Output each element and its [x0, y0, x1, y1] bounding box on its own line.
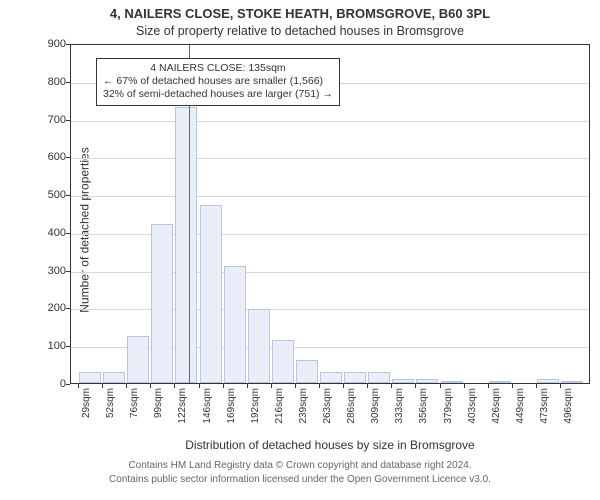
x-axis-label: Distribution of detached houses by size … — [70, 438, 590, 452]
y-tick-label: 600 — [26, 151, 66, 163]
histogram-bar — [127, 336, 149, 383]
gridline — [71, 121, 589, 122]
x-tick-label: 496sqm — [563, 388, 574, 434]
histogram-bar — [441, 381, 463, 383]
histogram-bar — [320, 372, 342, 383]
x-tick-label: 286sqm — [346, 388, 357, 434]
x-tick-mark — [126, 384, 127, 388]
footer-copyright-2: Contains public sector information licen… — [0, 474, 600, 485]
histogram-bar — [175, 107, 197, 383]
y-tick-label: 900 — [26, 38, 66, 50]
x-tick-label: 99sqm — [153, 388, 164, 434]
x-tick-label: 216sqm — [274, 388, 285, 434]
histogram-bar — [392, 379, 414, 383]
histogram-bar — [224, 266, 246, 383]
x-tick-mark — [102, 384, 103, 388]
x-tick-label: 239sqm — [298, 388, 309, 434]
chart-title: 4, NAILERS CLOSE, STOKE HEATH, BROMSGROV… — [0, 6, 600, 21]
x-tick-label: 263sqm — [322, 388, 333, 434]
y-tick-label: 700 — [26, 114, 66, 126]
x-tick-mark — [223, 384, 224, 388]
x-tick-label: 403sqm — [467, 388, 478, 434]
y-tick-mark — [66, 384, 70, 385]
histogram-bar — [368, 372, 390, 383]
histogram-bar — [296, 360, 318, 383]
annotation-box: 4 NAILERS CLOSE: 135sqm ← 67% of detache… — [96, 58, 340, 106]
x-tick-label: 356sqm — [418, 388, 429, 434]
histogram-bar — [200, 205, 222, 383]
x-tick-mark — [78, 384, 79, 388]
x-tick-label: 76sqm — [129, 388, 140, 434]
x-tick-label: 52sqm — [105, 388, 116, 434]
x-tick-label: 426sqm — [491, 388, 502, 434]
histogram-bar — [272, 340, 294, 383]
footer-copyright-1: Contains HM Land Registry data © Crown c… — [0, 460, 600, 471]
x-tick-label: 192sqm — [250, 388, 261, 434]
x-tick-label: 122sqm — [177, 388, 188, 434]
x-tick-mark — [415, 384, 416, 388]
x-tick-mark — [295, 384, 296, 388]
x-tick-mark — [271, 384, 272, 388]
x-tick-label: 449sqm — [515, 388, 526, 434]
histogram-bar — [344, 372, 366, 383]
y-tick-label: 100 — [26, 340, 66, 352]
annotation-line3: 32% of semi-detached houses are larger (… — [103, 88, 333, 101]
gridline — [71, 196, 589, 197]
x-tick-mark — [199, 384, 200, 388]
x-tick-label: 169sqm — [226, 388, 237, 434]
y-tick-label: 0 — [26, 378, 66, 390]
chart-subtitle: Size of property relative to detached ho… — [0, 24, 600, 38]
x-tick-mark — [343, 384, 344, 388]
x-tick-label: 333sqm — [394, 388, 405, 434]
y-tick-label: 800 — [26, 76, 66, 88]
x-tick-label: 379sqm — [443, 388, 454, 434]
x-tick-mark — [150, 384, 151, 388]
annotation-line1: 4 NAILERS CLOSE: 135sqm — [103, 62, 333, 75]
histogram-bar — [79, 372, 101, 383]
x-tick-mark — [464, 384, 465, 388]
x-tick-mark — [319, 384, 320, 388]
x-tick-mark — [512, 384, 513, 388]
histogram-bar — [416, 379, 438, 383]
y-tick-label: 500 — [26, 189, 66, 201]
histogram-bar — [103, 372, 125, 383]
x-tick-mark — [440, 384, 441, 388]
y-tick-label: 300 — [26, 265, 66, 277]
x-tick-mark — [560, 384, 561, 388]
histogram-bar — [561, 381, 583, 383]
x-tick-label: 473sqm — [539, 388, 550, 434]
x-tick-mark — [367, 384, 368, 388]
gridline — [71, 234, 589, 235]
histogram-bar — [537, 379, 559, 383]
x-tick-label: 146sqm — [202, 388, 213, 434]
y-tick-label: 200 — [26, 302, 66, 314]
gridline — [71, 158, 589, 159]
x-tick-mark — [536, 384, 537, 388]
x-tick-mark — [247, 384, 248, 388]
gridline — [71, 272, 589, 273]
y-tick-label: 400 — [26, 227, 66, 239]
x-tick-mark — [488, 384, 489, 388]
x-tick-label: 309sqm — [370, 388, 381, 434]
histogram-bar — [248, 309, 270, 383]
x-tick-mark — [174, 384, 175, 388]
x-tick-label: 29sqm — [81, 388, 92, 434]
gridline — [71, 309, 589, 310]
histogram-bar — [489, 381, 511, 383]
annotation-line2: ← 67% of detached houses are smaller (1,… — [103, 75, 333, 88]
histogram-bar — [151, 224, 173, 383]
x-tick-mark — [391, 384, 392, 388]
